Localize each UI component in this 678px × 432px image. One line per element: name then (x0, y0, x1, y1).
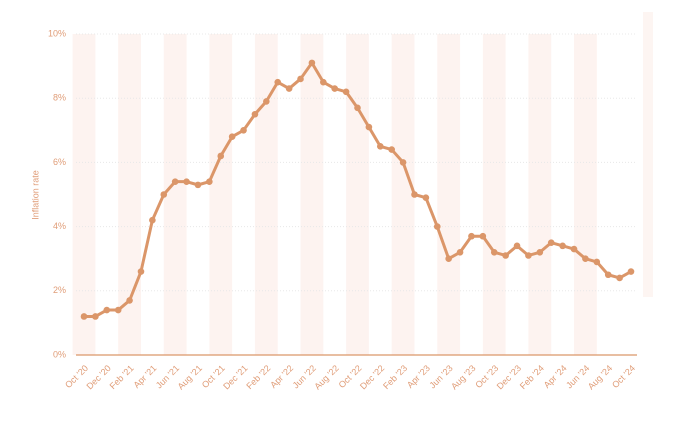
point (559, 242, 566, 250)
point (502, 252, 509, 259)
point (468, 232, 475, 240)
point (137, 268, 145, 275)
point (331, 85, 339, 92)
point (160, 191, 168, 198)
background-band (118, 34, 141, 355)
x-tick-label: Apr '22 (268, 363, 295, 390)
point (126, 297, 133, 304)
point (570, 245, 578, 253)
point (513, 242, 521, 250)
x-tick-label: Feb '24 (518, 363, 546, 391)
y-axis-label: Inflation rate (30, 170, 40, 220)
point (308, 59, 316, 67)
x-tick-label: Apr '23 (405, 363, 432, 390)
y-tick-label: 8% (53, 93, 66, 103)
background-band (300, 34, 324, 355)
point (149, 216, 156, 224)
background-band (391, 34, 415, 355)
y-tick-label: 4% (53, 221, 66, 231)
point (616, 274, 623, 282)
point (399, 159, 407, 166)
point (342, 88, 350, 96)
point (365, 123, 373, 131)
point (194, 181, 202, 189)
x-tick-label: Dec '22 (358, 363, 386, 391)
point (297, 75, 304, 83)
point (320, 78, 327, 86)
point (627, 268, 635, 275)
point (251, 110, 259, 118)
y-tick-label: 10% (48, 28, 66, 38)
point (525, 252, 532, 259)
x-tick-label: Dec '20 (84, 363, 112, 391)
point (354, 104, 361, 112)
background-band (209, 34, 233, 355)
background-band (254, 34, 278, 355)
background-band (346, 34, 369, 355)
x-tick-label: Aug '23 (449, 363, 477, 391)
point (114, 306, 122, 314)
x-tick-label: Feb '23 (381, 363, 409, 391)
point (388, 146, 395, 153)
point (228, 133, 236, 141)
point (274, 78, 282, 86)
point (285, 85, 293, 92)
x-tick-label: Feb '21 (108, 363, 136, 391)
point (411, 191, 418, 198)
x-tick-label: Oct '24 (610, 363, 637, 390)
x-tick-label: Dec '21 (221, 363, 249, 391)
background-band (574, 34, 597, 355)
point (456, 248, 464, 256)
point (422, 194, 430, 202)
point (80, 313, 88, 320)
point (433, 223, 441, 230)
x-tick-label: Aug '22 (312, 363, 340, 391)
background-band (482, 34, 506, 355)
side-panel (643, 12, 653, 297)
point (479, 232, 487, 240)
point (582, 255, 589, 262)
point (171, 178, 179, 185)
point (240, 127, 247, 134)
point (206, 178, 213, 185)
point (103, 306, 111, 314)
point (536, 248, 544, 256)
background-band (163, 34, 187, 355)
y-tick-label: 6% (53, 157, 66, 167)
y-tick-label: 0% (53, 349, 66, 359)
point (183, 178, 190, 185)
y-tick-label: 2% (53, 285, 66, 295)
point (593, 258, 601, 266)
x-tick-label: Aug '21 (176, 363, 204, 391)
x-tick-label: Apr '24 (542, 363, 569, 390)
x-tick-label: Aug '24 (586, 363, 614, 391)
point (376, 143, 384, 150)
point (445, 255, 452, 262)
point (92, 313, 99, 320)
x-tick-label: Feb '22 (244, 363, 272, 391)
background-band (437, 34, 461, 355)
x-tick-label: Dec '23 (495, 363, 523, 391)
point (217, 152, 225, 160)
x-tick-label: Apr '21 (131, 363, 158, 390)
point (604, 271, 612, 279)
background-band (528, 34, 552, 355)
point (490, 248, 498, 256)
point (547, 239, 555, 246)
point (263, 98, 270, 105)
background-band (72, 34, 96, 355)
